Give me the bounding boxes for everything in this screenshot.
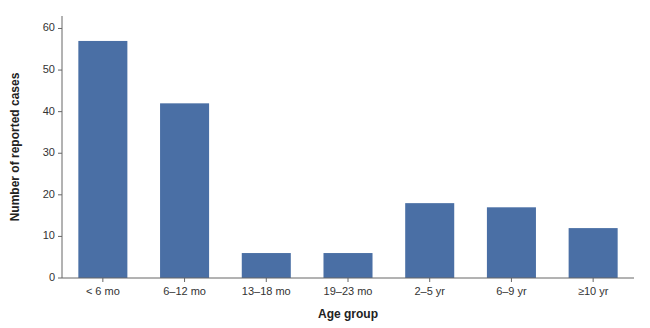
y-tick-label: 50 bbox=[43, 63, 55, 75]
x-tick bbox=[102, 278, 103, 282]
x-axis-label: Age group bbox=[318, 307, 378, 321]
x-tick bbox=[266, 278, 267, 282]
bar bbox=[487, 207, 536, 278]
x-axis: < 6 mo 6–12 mo 13–18 mo 19–23 mo 2–5 yr 6–9 y… bbox=[86, 278, 609, 297]
bar bbox=[78, 41, 127, 278]
y-tick-label: 10 bbox=[43, 229, 55, 241]
y-tick-label: 20 bbox=[43, 188, 55, 200]
y-tick-label: 40 bbox=[43, 105, 55, 117]
x-tick-label: 13–18 mo bbox=[242, 285, 291, 297]
bar bbox=[569, 228, 618, 278]
x-tick bbox=[348, 278, 349, 282]
x-tick-label: ≥10 yr bbox=[578, 285, 609, 297]
x-tick-label: 6–9 yr bbox=[496, 285, 527, 297]
x-tick-label: < 6 mo bbox=[86, 285, 120, 297]
y-tick bbox=[58, 153, 62, 154]
chart: 0 10 20 30 40 50 60 < 6 mo 6–12 mo 13–18 mo 19–23 … bbox=[0, 0, 650, 328]
x-tick bbox=[593, 278, 594, 282]
y-tick-label: 30 bbox=[43, 146, 55, 158]
y-axis: 0 10 20 30 40 50 60 bbox=[43, 21, 62, 283]
y-tick-label: 0 bbox=[49, 271, 55, 283]
y-tick bbox=[58, 194, 62, 195]
y-tick bbox=[58, 111, 62, 112]
y-tick bbox=[58, 28, 62, 29]
y-tick bbox=[58, 70, 62, 71]
bars bbox=[78, 41, 617, 278]
bar bbox=[323, 253, 372, 278]
chart-container: 0 10 20 30 40 50 60 < 6 mo 6–12 mo 13–18 mo 19–23 … bbox=[0, 0, 650, 328]
x-tick bbox=[429, 278, 430, 282]
y-axis-label: Number of reported cases bbox=[8, 72, 22, 221]
y-axis-line bbox=[62, 16, 63, 278]
x-tick-label: 6–12 mo bbox=[163, 285, 206, 297]
bar bbox=[405, 203, 454, 278]
y-tick-label: 60 bbox=[43, 21, 55, 33]
x-tick-label: 2–5 yr bbox=[414, 285, 445, 297]
bar bbox=[160, 103, 209, 278]
x-tick bbox=[184, 278, 185, 282]
bar bbox=[242, 253, 291, 278]
x-tick bbox=[511, 278, 512, 282]
y-tick bbox=[58, 236, 62, 237]
x-tick-label: 19–23 mo bbox=[324, 285, 373, 297]
y-tick bbox=[58, 278, 62, 279]
